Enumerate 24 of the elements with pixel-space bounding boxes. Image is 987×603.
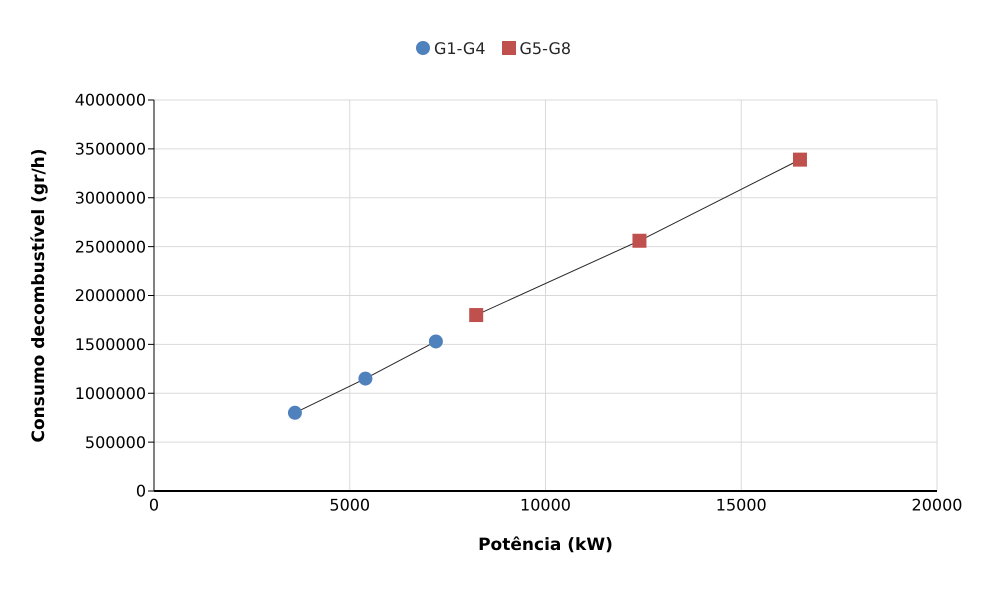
point [792,152,807,167]
x-tick-label: 0 [148,495,160,514]
y-tick-label: 0 [136,482,146,501]
y-tick-label: 500000 [84,432,146,452]
x-tick-label: 5000 [329,495,370,514]
x-tick-label: 10000 [520,495,571,514]
y-tick-label: 4000000 [74,90,146,110]
point [469,308,484,322]
y-axis-title: Consumo decombustível (gr/h) [29,148,50,443]
y-tick-label: 2000000 [74,286,146,306]
point [632,234,646,248]
y-tick-label: 1000000 [74,384,146,403]
x-axis-title: Potência (kW) [478,535,613,555]
x-tick-label: 20000 [912,495,962,514]
point [288,406,302,420]
legend-label: G1-G4 [434,38,486,58]
x-tick-label: 15000 [716,495,767,514]
y-tick-label: 2500000 [74,237,146,256]
point [428,334,443,348]
legend-label: G5-G8 [520,38,572,58]
y-tick-label: 3000000 [74,188,146,208]
y-tick-label: 3500000 [74,140,146,159]
y-tick-label: 1500000 [74,335,146,354]
point [358,372,372,386]
